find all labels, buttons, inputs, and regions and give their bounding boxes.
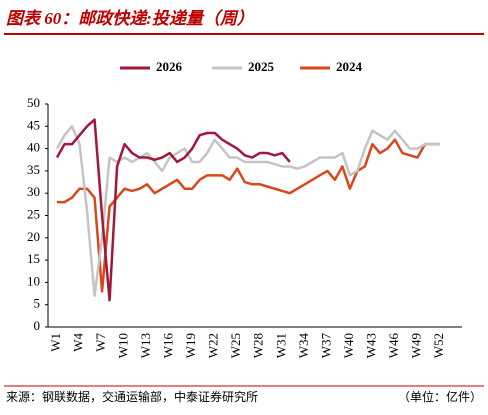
x-tick-label: W43 xyxy=(363,333,378,358)
y-tick-label: 0 xyxy=(34,318,41,333)
x-tick-label: W46 xyxy=(386,333,401,359)
legend-label: 2026 xyxy=(156,59,183,74)
x-tick-label: W34 xyxy=(296,333,311,359)
series-line xyxy=(55,118,291,302)
legend-label: 2025 xyxy=(248,59,275,74)
x-tick-label: W37 xyxy=(318,333,333,359)
x-tick-label: W16 xyxy=(161,333,176,359)
y-tick-label: 45 xyxy=(27,117,40,132)
x-tick-label: W10 xyxy=(116,333,131,358)
x-tick-label: W7 xyxy=(93,333,108,352)
y-tick-label: 50 xyxy=(27,95,40,110)
x-tick-label: W40 xyxy=(341,333,356,358)
y-tick-label: 30 xyxy=(27,184,40,199)
x-tick-label: W22 xyxy=(206,333,221,358)
y-tick-label: 20 xyxy=(27,229,40,244)
y-tick-label: 40 xyxy=(27,140,40,155)
x-tick-label: W25 xyxy=(228,333,243,358)
x-tick-label: W28 xyxy=(251,333,266,358)
x-tick-label: W19 xyxy=(183,333,198,358)
unit: （单位：亿件） xyxy=(398,389,482,404)
y-tick-label: 25 xyxy=(27,206,40,221)
y-tick-label: 10 xyxy=(27,273,40,288)
chart-title: 图表 60：邮政快递:投递量（周） xyxy=(6,9,254,28)
series-line xyxy=(57,138,440,293)
x-tick-label: W49 xyxy=(408,333,423,358)
source: 来源：钢联数据，交通运输部，中泰证券研究所 xyxy=(6,389,258,404)
y-tick-label: 15 xyxy=(27,251,40,266)
x-tick-label: W52 xyxy=(431,333,446,358)
x-tick-label: W13 xyxy=(138,333,153,358)
legend-label: 2024 xyxy=(336,59,363,74)
y-tick-label: 5 xyxy=(34,296,41,311)
x-tick-label: W1 xyxy=(48,333,63,352)
y-tick-label: 35 xyxy=(27,162,40,177)
x-tick-label: W4 xyxy=(71,333,86,352)
series-line xyxy=(55,125,440,298)
x-tick-label: W31 xyxy=(273,333,288,358)
